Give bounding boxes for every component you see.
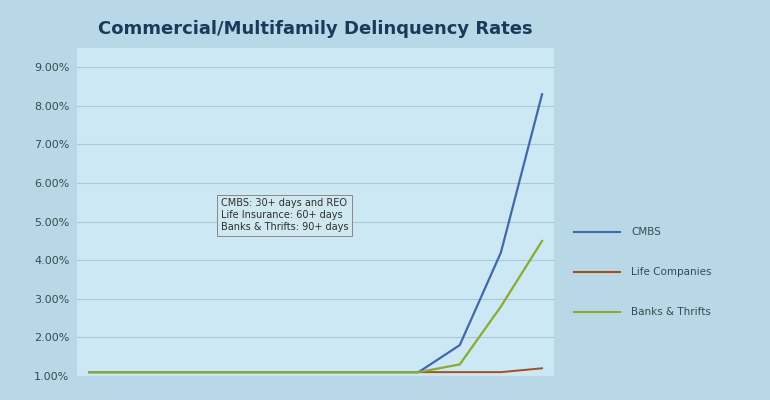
Life Companies [373, 370, 382, 374]
Banks & Thrifts [249, 370, 259, 374]
Life Companies [167, 370, 176, 374]
CMBS [126, 370, 135, 374]
Banks & Thrifts [85, 370, 94, 374]
Banks & Thrifts [497, 304, 506, 309]
Banks & Thrifts [537, 238, 547, 243]
CMBS [85, 370, 94, 374]
CMBS [373, 370, 382, 374]
CMBS [167, 370, 176, 374]
CMBS [537, 92, 547, 97]
Life Companies [290, 370, 300, 374]
Line: Banks & Thrifts: Banks & Thrifts [89, 241, 542, 372]
Text: CMBS: CMBS [631, 227, 661, 237]
CMBS [208, 370, 217, 374]
Text: Banks & Thrifts: Banks & Thrifts [631, 307, 711, 317]
CMBS [290, 370, 300, 374]
Life Companies [126, 370, 135, 374]
Life Companies [414, 370, 424, 374]
Line: CMBS: CMBS [89, 94, 542, 372]
Text: Life Companies: Life Companies [631, 267, 712, 277]
CMBS [332, 370, 341, 374]
Life Companies [208, 370, 217, 374]
Banks & Thrifts [167, 370, 176, 374]
CMBS [497, 250, 506, 255]
Banks & Thrifts [414, 370, 424, 374]
CMBS [455, 343, 464, 348]
Line: Life Companies: Life Companies [89, 368, 542, 372]
Text: CMBS: 30+ days and REO
Life Insurance: 60+ days
Banks & Thrifts: 90+ days: CMBS: 30+ days and REO Life Insurance: 6… [221, 198, 349, 232]
Life Companies [497, 370, 506, 374]
Text: Commercial/Multifamily Delinquency Rates: Commercial/Multifamily Delinquency Rates [99, 20, 533, 38]
Banks & Thrifts [126, 370, 135, 374]
CMBS [249, 370, 259, 374]
Banks & Thrifts [332, 370, 341, 374]
Life Companies [455, 370, 464, 374]
Banks & Thrifts [208, 370, 217, 374]
Banks & Thrifts [455, 362, 464, 367]
Life Companies [249, 370, 259, 374]
Life Companies [332, 370, 341, 374]
CMBS [414, 370, 424, 374]
Banks & Thrifts [373, 370, 382, 374]
Life Companies [85, 370, 94, 374]
Life Companies [537, 366, 547, 371]
Banks & Thrifts [290, 370, 300, 374]
